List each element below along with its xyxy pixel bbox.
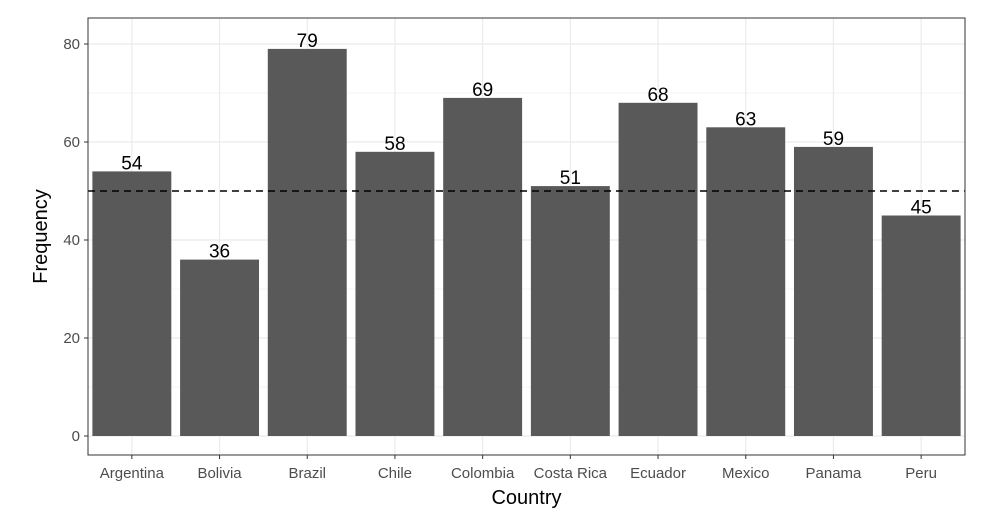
bar-label-argentina: 54 (121, 153, 143, 174)
bar-label-colombia: 69 (472, 80, 493, 101)
bar-label-panama: 59 (823, 129, 844, 150)
bar-argentina (92, 171, 172, 436)
x-tick-label: Peru (905, 465, 937, 482)
bar-label-bolivia: 36 (209, 242, 230, 263)
y-tick-label: 40 (63, 232, 80, 249)
bar-costa-rica (530, 186, 610, 436)
bar-label-brazil: 79 (297, 31, 318, 52)
bars (92, 48, 961, 437)
x-axis: Argentina Bolivia Brazil Chile Colombia Costa… (100, 455, 937, 482)
x-tick-label: Panama (806, 465, 863, 482)
bar-bolivia (180, 259, 260, 436)
panel-border (87, 17, 966, 456)
x-tick-label: Costa Rica (534, 465, 608, 482)
y-tick-label: 60 (63, 134, 80, 151)
bar-brazil (267, 48, 347, 437)
y-axis: 0 20 40 60 80 (63, 36, 88, 445)
bar-ecuador (618, 102, 698, 437)
bar-value-labels: 54 36 79 58 69 51 68 63 59 45 (121, 31, 931, 263)
bar-mexico (706, 127, 786, 437)
y-tick-label: 80 (63, 36, 80, 53)
y-tick-label: 0 (72, 428, 80, 445)
bar-label-chile: 58 (384, 134, 405, 155)
x-axis-title: Country (491, 487, 561, 509)
bar-label-ecuador: 68 (647, 85, 668, 106)
y-axis-title: Frequency (30, 189, 52, 284)
bar-peru (881, 215, 961, 436)
bar-label-mexico: 63 (735, 109, 756, 130)
bar-label-costa-rica: 51 (560, 168, 581, 189)
x-tick-label: Argentina (100, 465, 165, 482)
bar-label-peru: 45 (911, 198, 932, 219)
x-tick-label: Brazil (288, 465, 326, 482)
bar-colombia (443, 97, 523, 437)
y-tick-label: 20 (63, 330, 80, 347)
x-tick-label: Ecuador (630, 465, 686, 482)
x-tick-label: Colombia (451, 465, 515, 482)
bar-chile (355, 151, 435, 437)
x-tick-label: Mexico (722, 465, 770, 482)
bar-panama (793, 146, 873, 436)
x-tick-label: Chile (378, 465, 412, 482)
x-tick-label: Bolivia (197, 465, 242, 482)
